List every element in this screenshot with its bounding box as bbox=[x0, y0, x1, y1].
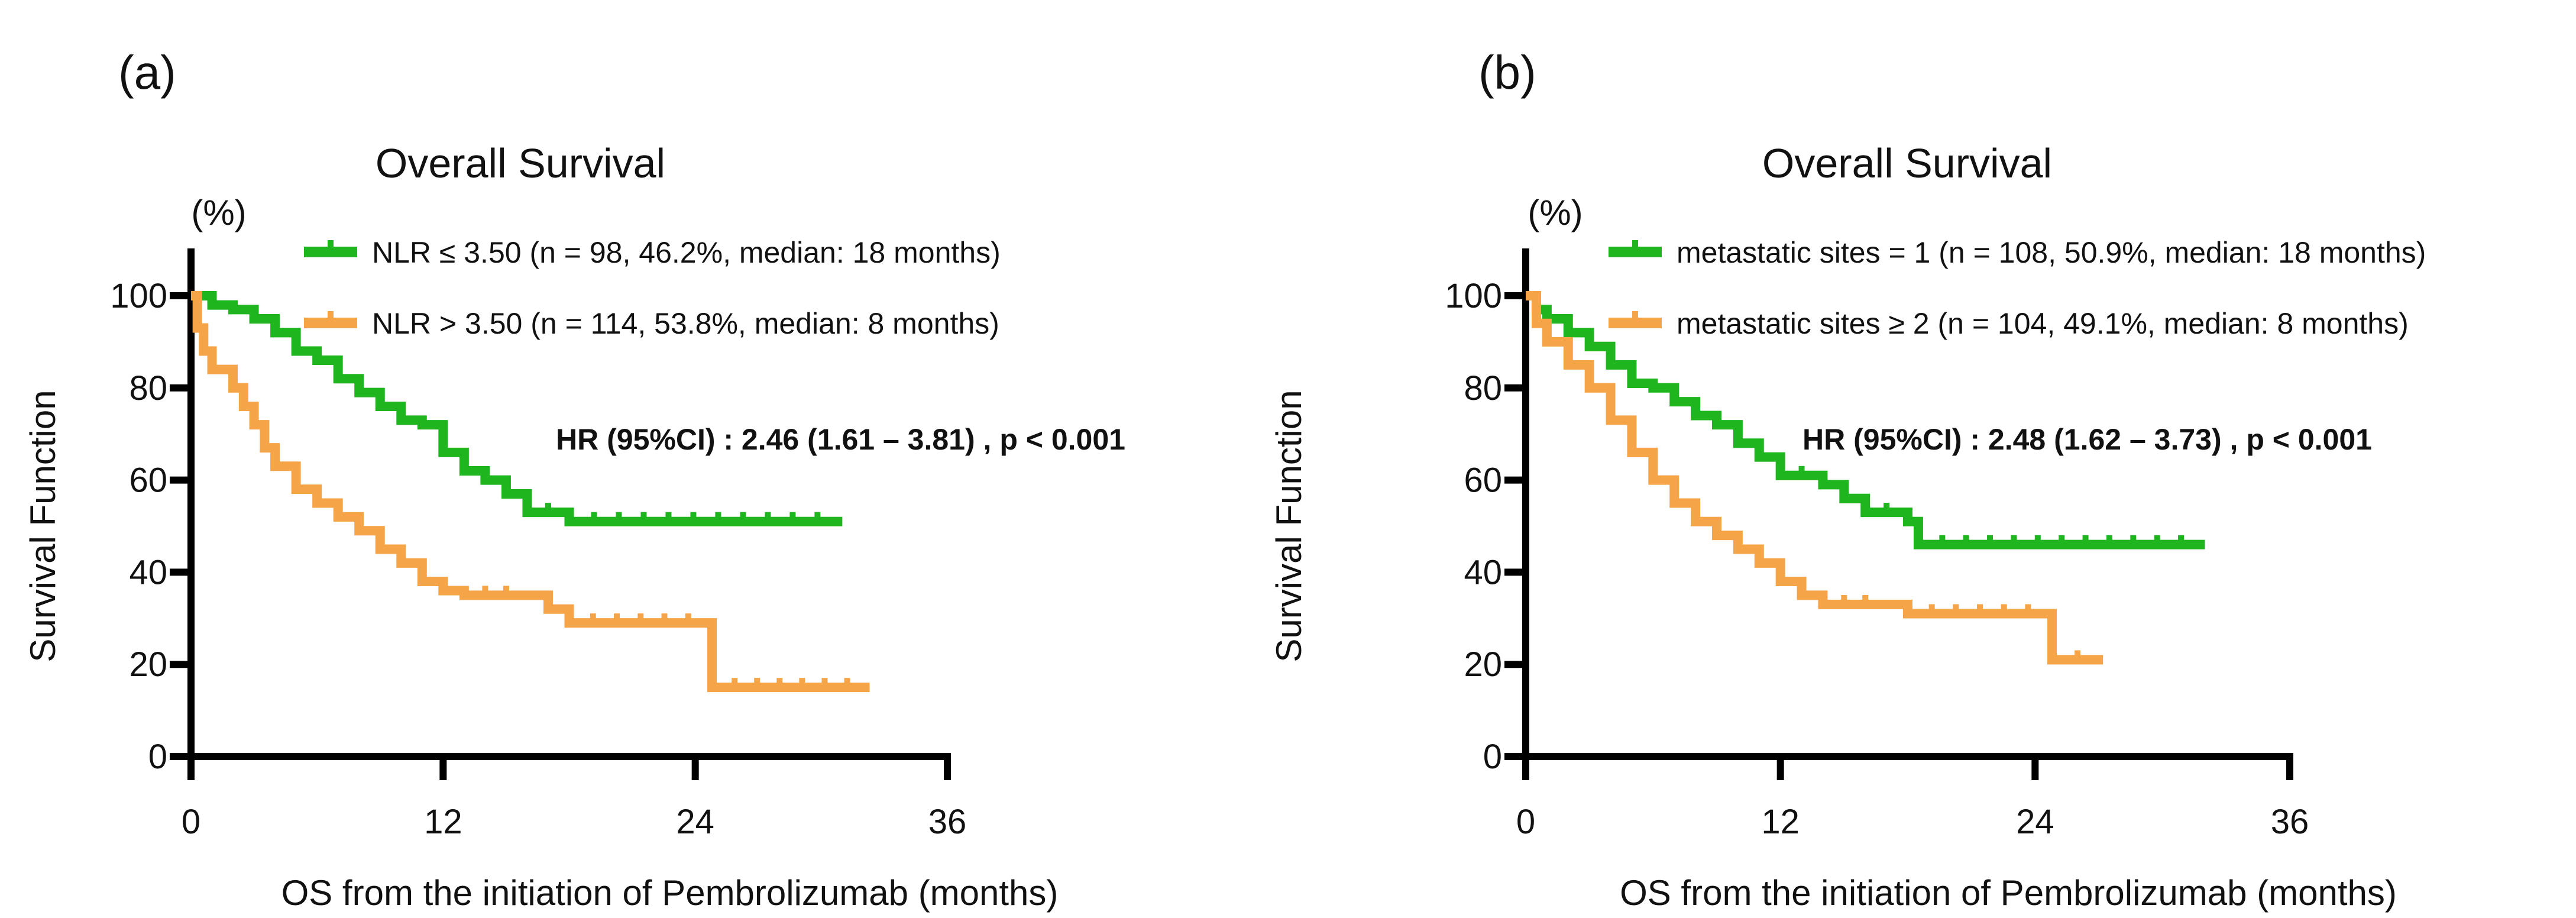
hazard-ratio-annotation: HR (95%CI) : 2.46 (1.61 – 3.81) , p < 0.… bbox=[556, 423, 1125, 456]
x-tick-label: 12 bbox=[424, 803, 462, 841]
y-tick-label: 60 bbox=[1464, 461, 1502, 500]
y-axis-label: Survival Function bbox=[1269, 390, 1309, 662]
legend-label: NLR > 3.50 (n = 114, 53.8%, median: 8 mo… bbox=[372, 307, 999, 340]
legend-label: NLR ≤ 3.50 (n = 98, 46.2%, median: 18 mo… bbox=[372, 236, 1001, 269]
survival-curve-orange bbox=[191, 291, 870, 693]
chart-title: Overall Survival bbox=[376, 140, 665, 186]
y-tick-label: 100 bbox=[1445, 277, 1502, 315]
panel-label: (b) bbox=[1478, 46, 1536, 99]
x-tick-label: 24 bbox=[2016, 803, 2054, 841]
x-tick-label: 12 bbox=[1761, 803, 1800, 841]
y-tick-label: 20 bbox=[1464, 645, 1502, 684]
survival-curve-green bbox=[1526, 291, 2205, 549]
y-unit-label: (%) bbox=[1528, 193, 1583, 232]
panel-label: (a) bbox=[118, 46, 176, 99]
panel-a: (a) Overall Survival (%) Survival Function O… bbox=[23, 46, 1125, 913]
y-tick-label: 80 bbox=[1464, 369, 1502, 408]
x-tick-label: 0 bbox=[182, 803, 200, 841]
survival-curve-orange bbox=[1526, 291, 2103, 665]
y-tick-label: 20 bbox=[129, 645, 167, 684]
legend-label: metastatic sites = 1 (n = 108, 50.9%, me… bbox=[1677, 236, 2426, 269]
y-tick-label: 0 bbox=[148, 738, 167, 776]
y-axis-label: Survival Function bbox=[23, 390, 63, 662]
x-axis-label: OS from the initiation of Pembrolizumab … bbox=[1620, 873, 2397, 913]
hazard-ratio-annotation: HR (95%CI) : 2.48 (1.62 – 3.73) , p < 0.… bbox=[1802, 423, 2372, 456]
survival-curve-green bbox=[191, 291, 843, 526]
legend-label: metastatic sites ≥ 2 (n = 104, 49.1%, me… bbox=[1677, 307, 2409, 340]
x-tick-label: 0 bbox=[1516, 803, 1535, 841]
y-unit-label: (%) bbox=[191, 193, 246, 232]
panel-b: (b) Overall Survival (%) Survival Function O… bbox=[1269, 46, 2426, 913]
y-tick-label: 0 bbox=[1483, 738, 1502, 776]
x-tick-label: 36 bbox=[2271, 803, 2309, 841]
y-tick-label: 100 bbox=[110, 277, 167, 315]
y-tick-label: 60 bbox=[129, 461, 167, 500]
y-tick-label: 80 bbox=[129, 369, 167, 408]
y-tick-label: 40 bbox=[1464, 553, 1502, 591]
x-axis-label: OS from the initiation of Pembrolizumab … bbox=[281, 873, 1059, 913]
y-tick-label: 40 bbox=[129, 553, 167, 591]
x-tick-label: 36 bbox=[928, 803, 967, 841]
x-tick-label: 24 bbox=[676, 803, 714, 841]
chart-title: Overall Survival bbox=[1762, 140, 2052, 186]
